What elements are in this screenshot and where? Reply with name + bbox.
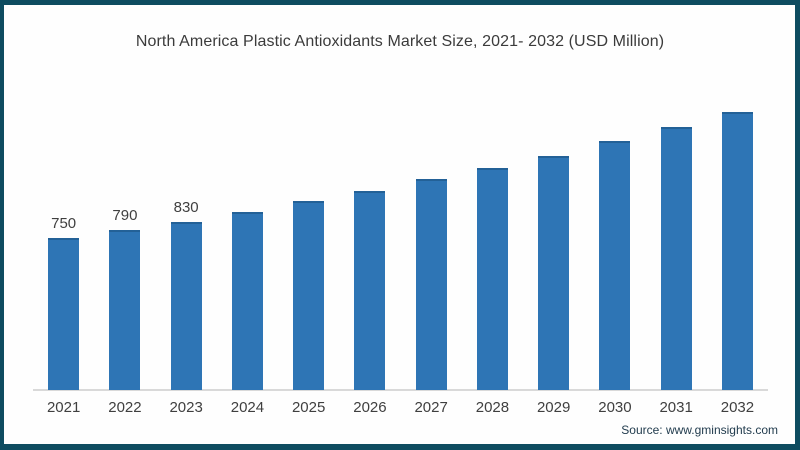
x-axis-label-2026: 2026 xyxy=(353,399,387,416)
bar-value-label-2023: 830 xyxy=(173,198,199,216)
x-axis-label-2023: 2023 xyxy=(169,399,203,416)
chart-title: North America Plastic Antioxidants Marke… xyxy=(135,33,665,50)
bar-value-label-2021: 750 xyxy=(51,214,77,232)
bar-2031 xyxy=(660,127,692,390)
source-attribution: Source: www.gminsights.com xyxy=(621,423,778,437)
x-axis-label-2022: 2022 xyxy=(108,399,142,416)
x-axis-label-2028: 2028 xyxy=(475,399,510,416)
bar-2023 xyxy=(170,221,202,390)
x-axis-label-2031: 2031 xyxy=(659,399,693,416)
x-axis-label-2030: 2030 xyxy=(598,399,632,416)
bar-2028 xyxy=(476,167,508,390)
bar-2032 xyxy=(721,111,753,390)
bar-value-label-2022: 790 xyxy=(112,206,138,224)
bar-2030 xyxy=(599,141,631,390)
bar-2021 xyxy=(48,237,80,391)
x-axis-label-2029: 2029 xyxy=(536,399,571,416)
bar-2029 xyxy=(538,155,570,390)
plot-area: 750 2021 790 2022 830 2023 2024 2025 2026 2027 202… xyxy=(33,0,768,450)
bar-2022 xyxy=(109,229,141,390)
x-axis-label-2021: 2021 xyxy=(46,399,81,416)
x-axis-line xyxy=(33,389,768,391)
x-axis-label-2027: 2027 xyxy=(414,399,448,416)
x-axis-label-2024: 2024 xyxy=(230,399,265,416)
x-axis-label-2032: 2032 xyxy=(720,399,755,416)
bar-2024 xyxy=(231,212,263,390)
bar-2025 xyxy=(293,201,325,390)
x-axis-label-2025: 2025 xyxy=(291,399,326,416)
bar-2026 xyxy=(354,191,386,390)
bar-2027 xyxy=(415,178,447,390)
